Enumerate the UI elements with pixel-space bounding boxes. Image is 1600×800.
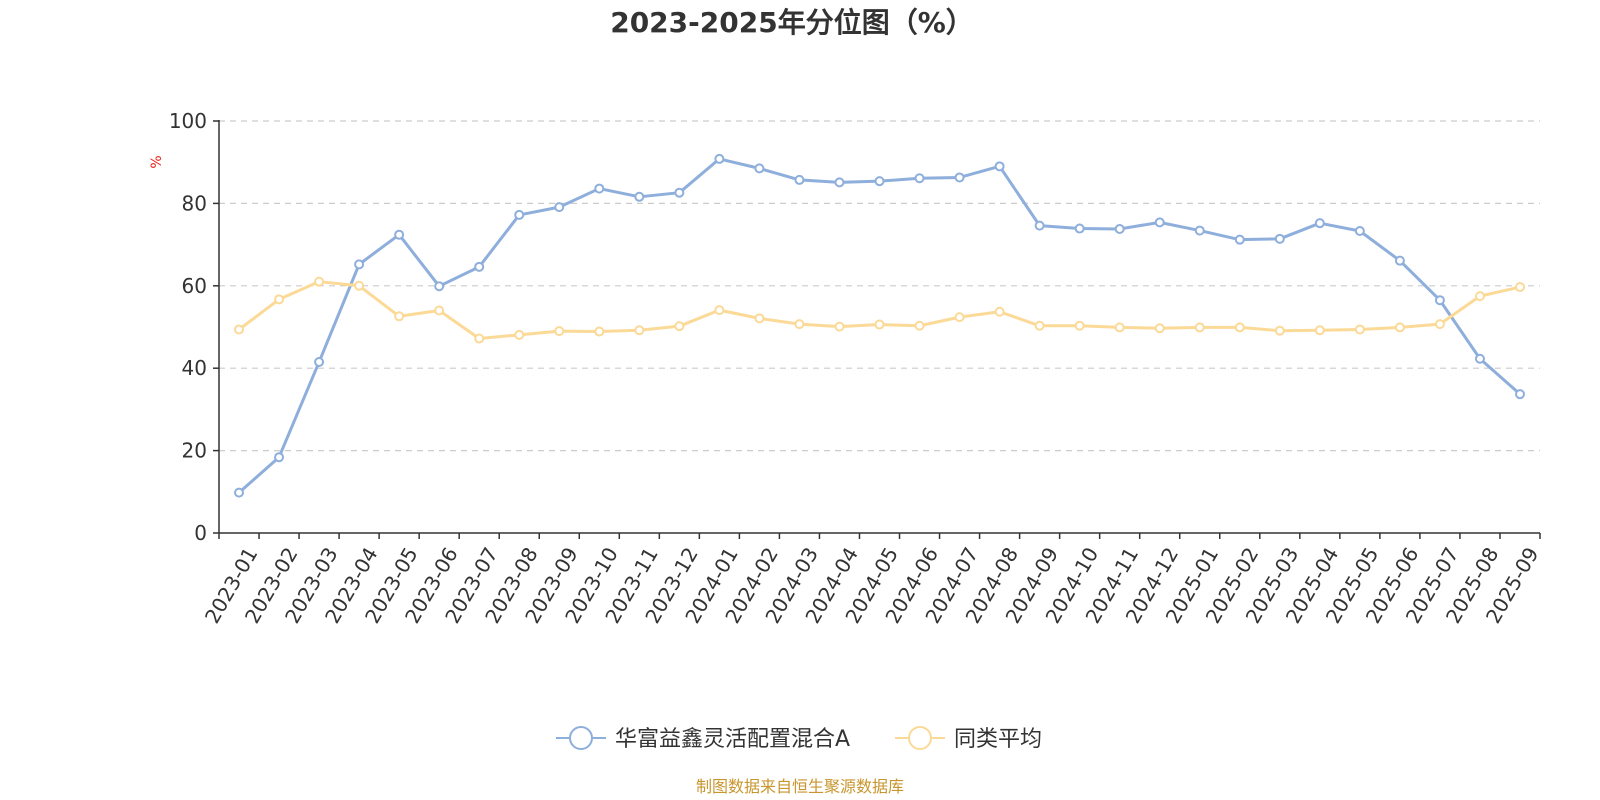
data-point[interactable] [874,176,885,187]
data-point[interactable] [314,357,325,368]
data-point[interactable] [1234,322,1245,333]
data-source-note: 制图数据来自恒生聚源数据库 [696,777,904,796]
data-point[interactable] [234,487,245,498]
y-axis-tick-labels: 0 20 40 60 80 100 [169,109,207,545]
series-1 [234,153,1525,498]
data-point[interactable] [274,452,285,463]
data-point[interactable] [434,305,445,316]
data-point[interactable] [1194,225,1205,236]
data-point[interactable] [594,326,605,337]
data-point[interactable] [1154,217,1165,228]
data-point[interactable] [1514,389,1525,400]
data-point[interactable] [994,306,1005,317]
data-point[interactable] [1354,226,1365,237]
legend-item[interactable]: 同类平均 [895,726,1042,752]
data-point[interactable] [1514,282,1525,293]
data-point[interactable] [1114,223,1125,234]
x-axis-tick-labels: 2023-012023-022023-032023-042023-052023-… [200,543,1544,627]
data-point[interactable] [1274,325,1285,336]
data-point[interactable] [514,209,525,220]
data-point[interactable] [514,329,525,340]
data-point[interactable] [634,191,645,202]
data-point[interactable] [914,173,925,184]
legend-label: 同类平均 [954,727,1042,752]
data-point[interactable] [834,177,845,188]
data-point[interactable] [474,261,485,272]
data-point[interactable] [394,311,405,322]
y-tick-label: 100 [169,109,207,133]
y-tick-label: 20 [182,439,207,463]
data-point[interactable] [1154,323,1165,334]
chart-title: 2023-2025年分位图（%） [610,6,974,39]
data-point[interactable] [234,324,245,335]
data-point[interactable] [434,281,445,292]
data-point[interactable] [554,326,565,337]
data-point[interactable] [1234,234,1245,245]
data-point[interactable] [474,333,485,344]
data-point[interactable] [1434,319,1445,330]
y-axis-unit: % [149,155,165,168]
data-point[interactable] [1074,223,1085,234]
y-tick-label: 60 [182,274,207,298]
data-point[interactable] [554,202,565,213]
data-point[interactable] [314,276,325,287]
y-tick-label: 0 [194,521,207,545]
data-point[interactable] [674,187,685,198]
data-point[interactable] [1474,291,1485,302]
legend-item[interactable]: 华富益鑫灵活配置混合A [556,726,850,752]
data-point[interactable] [754,163,765,174]
data-point[interactable] [1034,220,1045,231]
data-point[interactable] [354,280,365,291]
data-point[interactable] [914,320,925,331]
data-point[interactable] [1034,320,1045,331]
data-point[interactable] [1474,353,1485,364]
legend-circle-icon [569,726,593,750]
legend-label: 华富益鑫灵活配置混合A [615,727,850,752]
data-point[interactable] [674,321,685,332]
data-point[interactable] [354,259,365,270]
data-point[interactable] [834,321,845,332]
data-point[interactable] [1354,324,1365,335]
data-point[interactable] [1074,320,1085,331]
legend-circle-icon [908,726,932,750]
axes [213,120,1541,539]
data-point[interactable] [1394,322,1405,333]
grid-lines [219,120,1540,452]
series-layer [234,153,1525,498]
data-point[interactable] [954,172,965,183]
data-point[interactable] [994,161,1005,172]
data-point[interactable] [594,183,605,194]
data-point[interactable] [1394,255,1405,266]
data-point[interactable] [874,319,885,330]
data-point[interactable] [394,229,405,240]
y-tick-label: 40 [182,356,207,380]
data-point[interactable] [1314,218,1325,229]
data-point[interactable] [1274,233,1285,244]
series-line [238,280,1521,341]
y-tick-label: 80 [182,191,207,215]
data-point[interactable] [1434,295,1445,306]
data-point[interactable] [754,313,765,324]
data-point[interactable] [794,319,805,330]
data-point[interactable] [954,312,965,323]
data-point[interactable] [634,325,645,336]
data-point[interactable] [1114,322,1125,333]
data-point[interactable] [1314,325,1325,336]
series-2 [234,276,1525,344]
data-point[interactable] [714,153,725,164]
data-point[interactable] [1194,322,1205,333]
legend: 华富益鑫灵活配置混合A 同类平均 [556,726,1042,752]
data-point[interactable] [794,174,805,185]
data-point[interactable] [714,305,725,316]
data-point[interactable] [274,294,285,305]
